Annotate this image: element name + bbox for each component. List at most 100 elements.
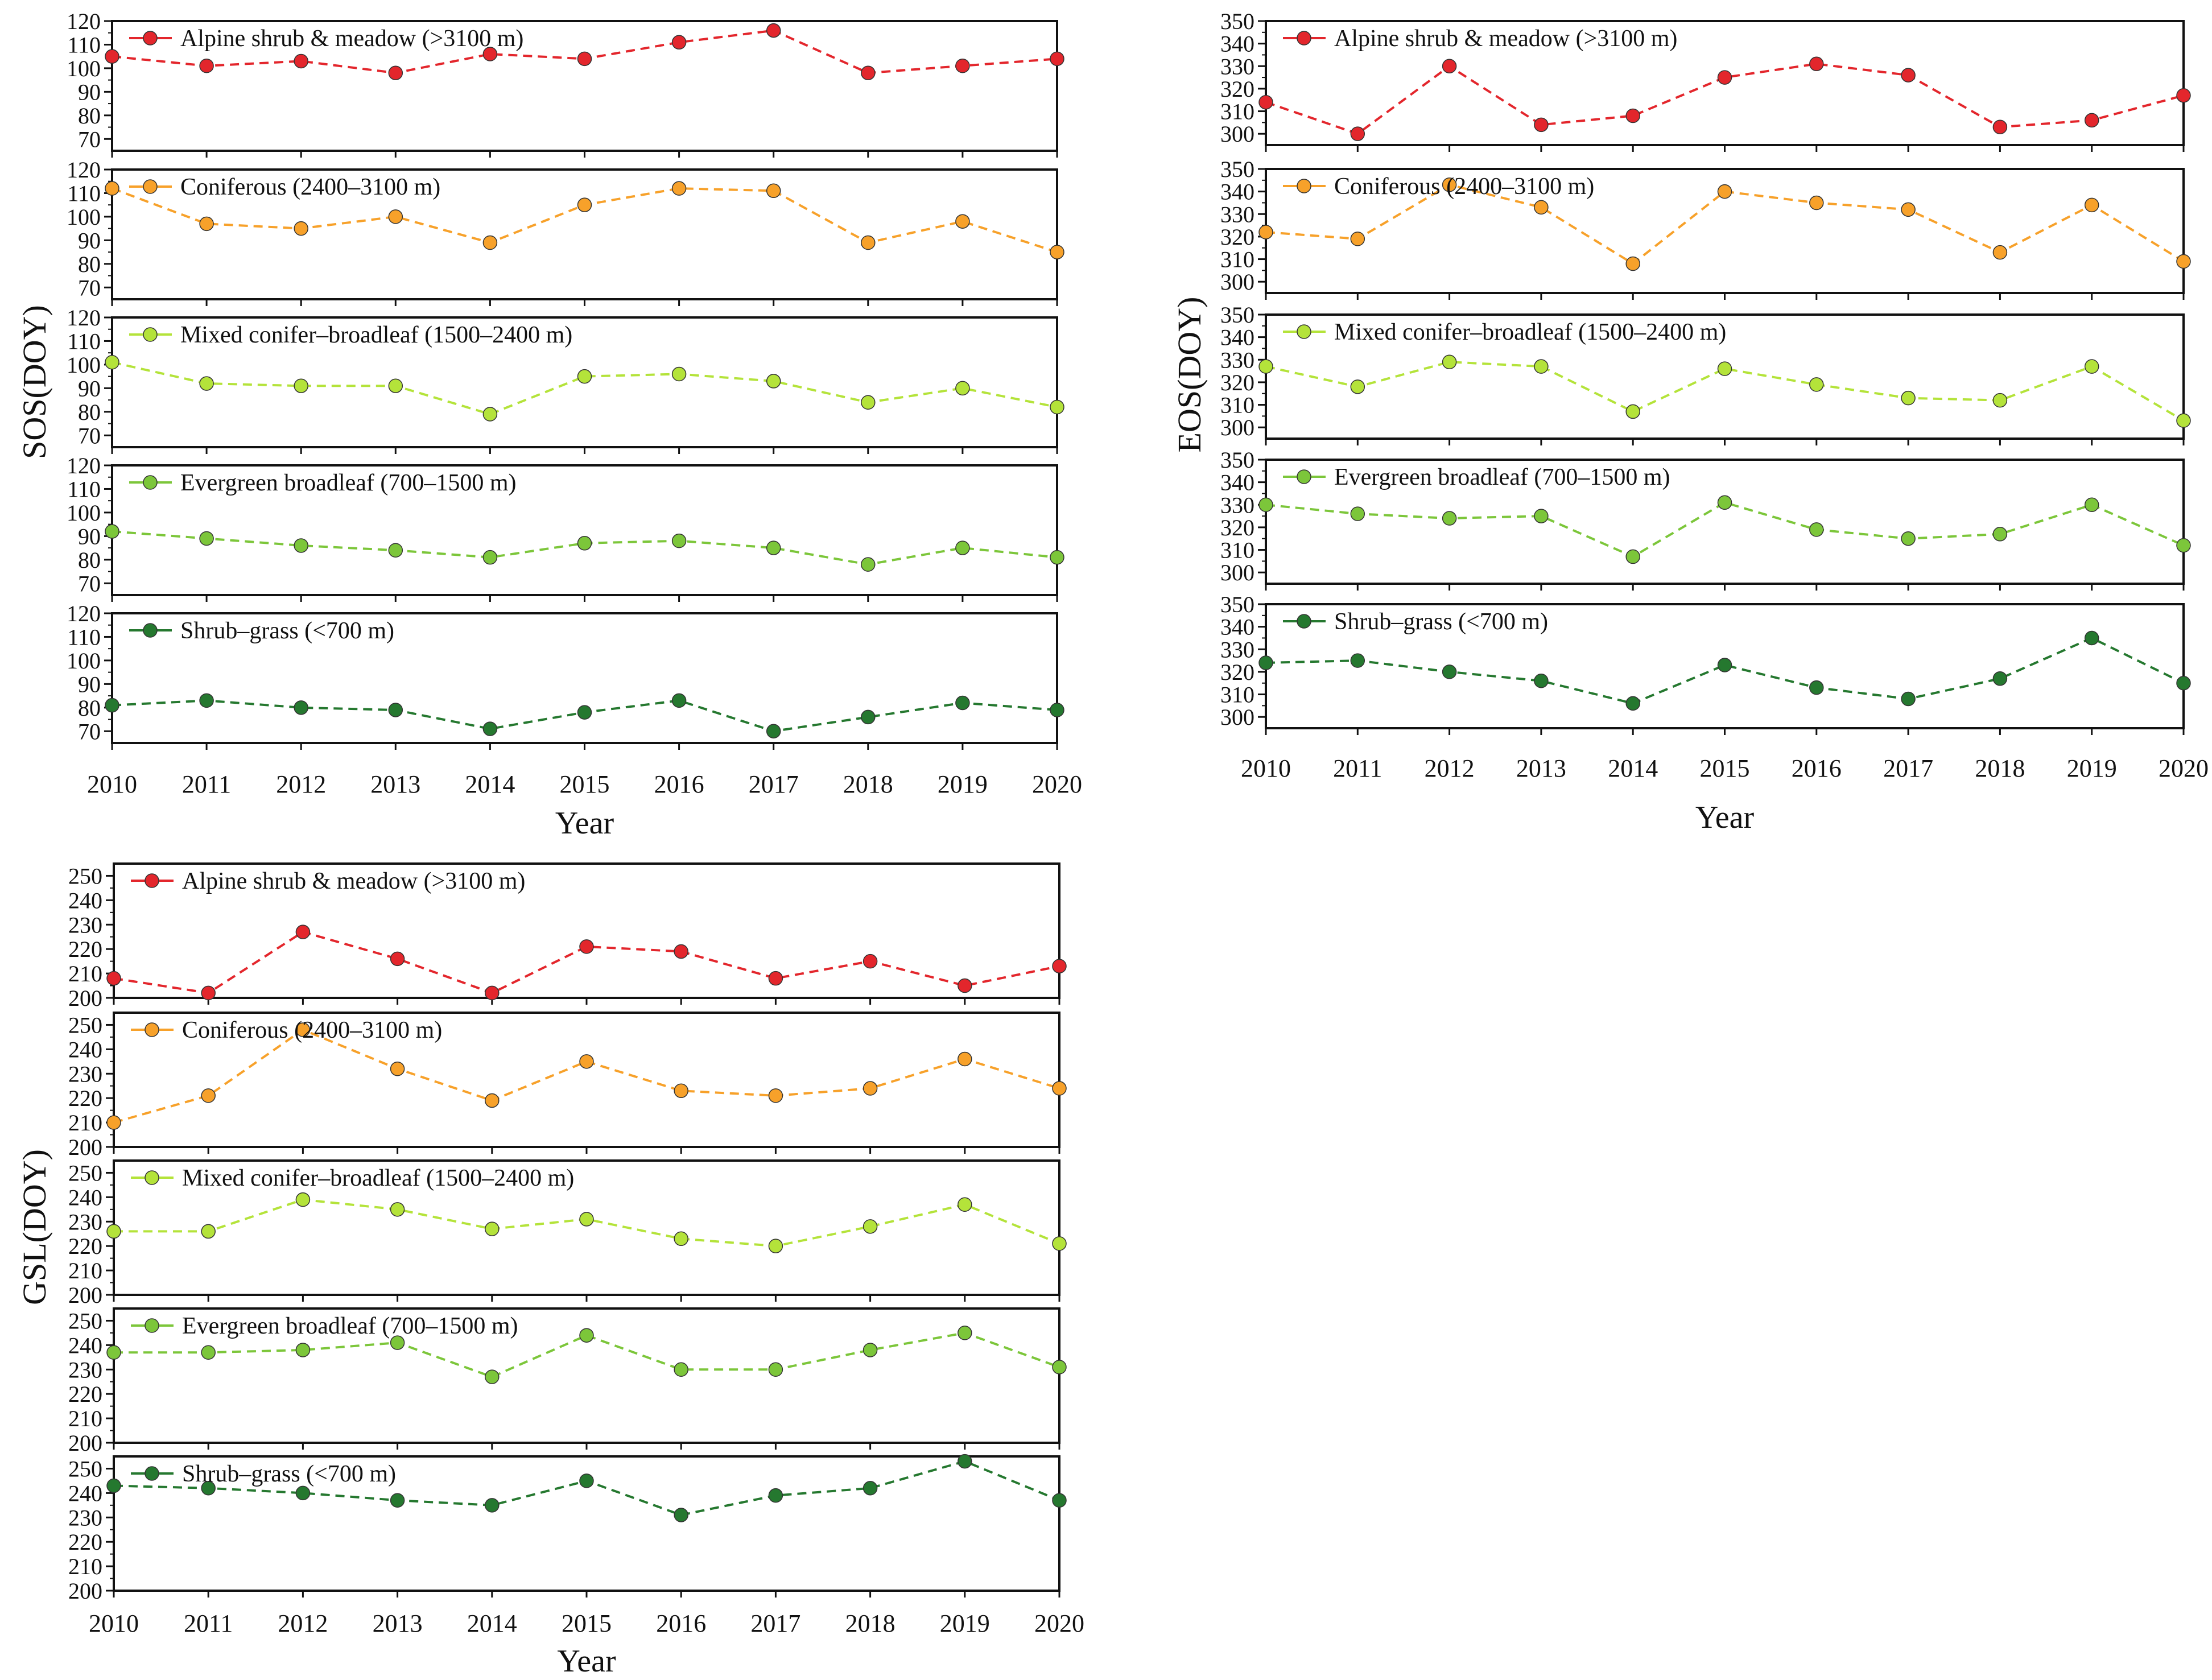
x-axis-title: Year [555,806,614,841]
data-point [482,47,498,61]
data-point [671,533,687,548]
data-point [955,695,970,711]
y-tick-label: 330 [1220,637,1254,662]
y-tick-label: 110 [67,624,101,650]
data-point [2084,359,2099,374]
y-tick-label: 120 [67,453,101,478]
x-tick-label: 2014 [465,770,515,798]
data-point [1534,117,1549,133]
data-point [1992,245,2008,260]
data-point [768,971,783,986]
data-point [958,1197,972,1212]
data-point [861,65,876,80]
legend-marker [145,873,159,888]
data-point [671,693,687,708]
y-tick-label: 300 [1220,121,1254,147]
data-point [105,355,119,370]
data-point [862,1081,878,1096]
data-point [199,216,214,232]
x-tick-label: 2010 [1241,754,1291,782]
data-point [1534,359,1549,374]
data-point [201,1345,216,1360]
y-tick-label: 250 [68,1160,102,1186]
y-tick-label: 340 [1220,470,1254,496]
y-tick-label: 230 [68,1505,102,1530]
y-tick-label: 340 [1220,325,1254,350]
x-tick-label: 2016 [656,1609,706,1637]
data-point [1717,184,1732,199]
data-point [1350,379,1365,394]
data-point [201,1088,216,1103]
y-tick-label: 90 [78,228,101,253]
data-point [1625,549,1640,564]
data-point [1809,195,1824,210]
y-axis-title: SOS(DOY) [16,305,53,459]
data-point [294,53,308,69]
data-point [106,1478,121,1493]
y-tick-label: 80 [78,251,101,277]
data-point [1258,497,1273,513]
data-point [201,1481,216,1496]
legend-marker [1297,179,1311,193]
legend-marker [1297,324,1311,339]
data-point [1809,56,1824,72]
x-tick-label: 2018 [843,770,893,798]
x-tick-label: 2011 [1333,754,1382,782]
y-tick-label: 70 [78,719,101,744]
legend-label: Shrub–grass (<700 m) [1334,609,1548,635]
data-point [295,1343,311,1357]
y-tick-label: 200 [68,1282,102,1308]
data-point [1350,506,1365,521]
data-point [1992,671,2008,686]
data-point [766,23,781,38]
data-point [955,214,970,229]
x-tick-label: 2016 [654,770,704,798]
data-point [1717,361,1732,376]
data-point [390,1335,405,1350]
y-tick-label: 250 [68,1308,102,1334]
y-tick-label: 340 [1220,179,1254,205]
data-point [1052,1493,1067,1508]
y-tick-label: 90 [78,671,101,697]
legend-marker [145,1022,159,1037]
data-point [1992,393,2008,408]
data-point [482,550,498,565]
y-tick-label: 340 [1220,614,1254,640]
data-point [294,700,308,715]
data-point [766,540,781,555]
data-point [2084,113,2099,128]
data-point [958,978,972,993]
y-tick-label: 120 [67,9,101,34]
y-tick-label: 100 [67,204,101,230]
x-tick-label: 2014 [467,1609,517,1637]
legend-marker [143,179,158,194]
data-point [1625,108,1640,123]
data-point [199,693,214,708]
data-point [105,524,119,539]
data-point [955,381,970,396]
data-point [1052,1081,1067,1096]
data-point [1258,359,1273,374]
y-tick-label: 230 [68,1357,102,1382]
data-point [1625,696,1640,711]
data-point [955,540,970,555]
data-point [766,724,781,739]
data-point [2084,197,2099,213]
data-point [579,1212,594,1227]
legend-marker [143,31,158,46]
data-point [1052,1360,1067,1374]
y-tick-label: 340 [1220,31,1254,57]
legend-marker [143,623,158,638]
series-line [1265,183,2185,265]
y-tick-label: 230 [68,912,102,938]
